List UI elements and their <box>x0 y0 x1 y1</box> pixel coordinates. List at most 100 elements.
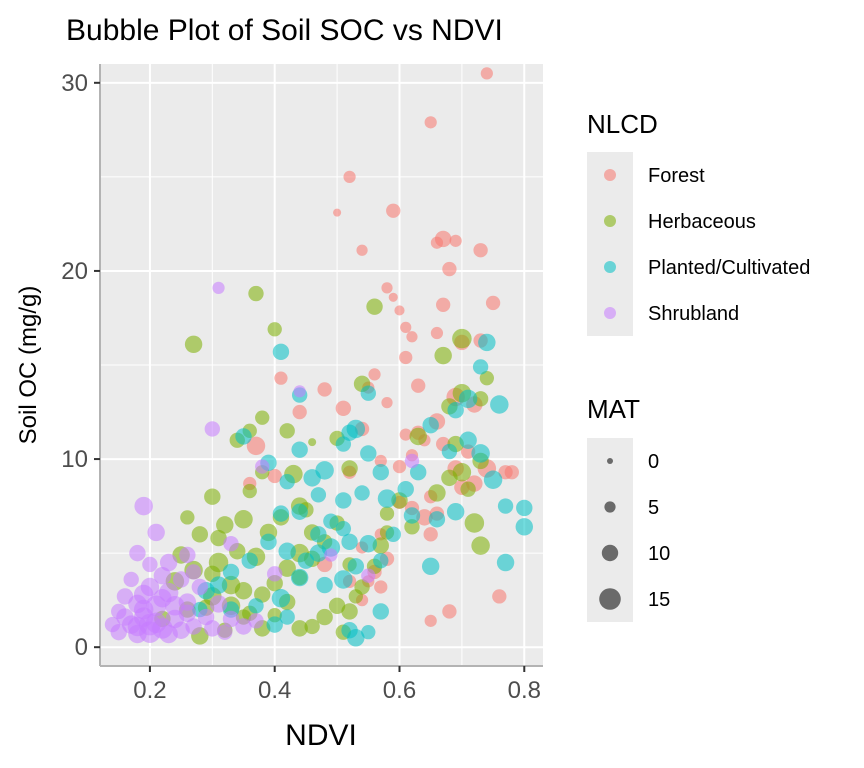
point-planted-cultivated <box>447 401 464 419</box>
point-forest <box>473 243 488 258</box>
point-forest <box>267 468 282 484</box>
point-herbaceous <box>328 597 346 614</box>
point-shrubland <box>129 544 146 562</box>
point-planted-cultivated <box>260 533 277 551</box>
point-herbaceous <box>291 620 308 637</box>
point-herbaceous <box>255 410 270 425</box>
point-planted-cultivated <box>297 552 315 569</box>
point-shrubland <box>159 553 178 572</box>
point-shrubland <box>127 616 148 637</box>
point-forest <box>335 400 352 416</box>
point-planted-cultivated <box>458 389 478 409</box>
point-planted-cultivated <box>446 503 465 521</box>
legend-size-label: 10 <box>648 543 670 565</box>
point-shrubland <box>191 578 209 596</box>
point-planted-cultivated <box>291 503 308 520</box>
point-planted-cultivated <box>428 511 446 528</box>
legend-key-forest <box>604 169 616 181</box>
point-planted-cultivated <box>222 563 240 581</box>
point-planted-cultivated <box>290 568 309 587</box>
point-planted-cultivated <box>341 533 358 551</box>
point-planted-cultivated <box>421 557 440 576</box>
point-forest <box>399 350 413 365</box>
x-tick-label: 0.6 <box>383 677 416 704</box>
point-planted-cultivated <box>359 534 378 553</box>
point-shrubland <box>172 571 190 588</box>
point-herbaceous <box>479 371 495 386</box>
point-planted-cultivated <box>272 343 290 361</box>
point-herbaceous <box>216 516 234 534</box>
point-planted-cultivated <box>496 553 515 572</box>
legend-size-label: 0 <box>648 451 659 473</box>
point-planted-cultivated <box>373 552 389 569</box>
point-planted-cultivated <box>241 552 258 569</box>
y-tick-label: 0 <box>75 634 88 661</box>
y-axis-title: Soil OC (mg/g) <box>15 286 42 445</box>
point-planted-cultivated <box>385 526 401 542</box>
legend-size-key <box>601 544 619 562</box>
point-herbaceous <box>316 608 333 626</box>
point-herbaceous <box>471 536 490 555</box>
point-forest <box>381 282 393 294</box>
point-herbaceous <box>348 589 363 604</box>
point-forest <box>274 371 288 385</box>
point-planted-cultivated <box>483 470 503 489</box>
point-planted-cultivated <box>347 558 365 575</box>
point-shrubland <box>223 536 239 552</box>
point-forest <box>430 236 444 249</box>
point-herbaceous <box>308 438 317 447</box>
point-planted-cultivated <box>272 505 290 522</box>
point-shrubland <box>212 281 225 294</box>
point-forest <box>394 305 405 316</box>
point-forest <box>386 203 401 218</box>
point-shrubland <box>222 610 240 628</box>
point-shrubland <box>179 546 196 564</box>
point-forest <box>449 234 462 247</box>
x-tick-label: 0.8 <box>508 677 541 704</box>
point-forest <box>343 170 356 183</box>
point-shrubland <box>293 385 306 398</box>
point-planted-cultivated <box>403 507 421 524</box>
data-points <box>104 67 534 647</box>
point-planted-cultivated <box>490 395 509 414</box>
point-planted-cultivated <box>310 487 327 503</box>
point-herbaceous <box>234 582 253 600</box>
point-forest <box>317 382 332 397</box>
point-planted-cultivated <box>397 480 414 498</box>
point-planted-cultivated <box>279 473 295 490</box>
legend-key-shrubland <box>604 307 616 319</box>
point-shrubland <box>142 556 158 573</box>
point-planted-cultivated <box>354 485 370 501</box>
point-planted-cultivated <box>323 513 339 529</box>
legend-size-label: 5 <box>648 497 659 519</box>
x-axis-title: NDVI <box>285 719 357 752</box>
legend-size-key <box>599 588 621 610</box>
legend-key-planted-cultivated <box>604 261 616 273</box>
point-herbaceous <box>304 618 320 635</box>
point-shrubland <box>404 453 420 469</box>
point-shrubland <box>140 577 160 597</box>
size-legend: MAT 0 5 10 15 <box>587 394 670 622</box>
point-planted-cultivated <box>334 570 353 589</box>
legend-label-forest: Forest <box>648 165 705 187</box>
point-forest <box>374 580 388 594</box>
point-herbaceous <box>366 298 383 315</box>
point-shrubland <box>204 620 221 637</box>
point-forest <box>504 465 519 480</box>
point-forest <box>430 326 444 340</box>
x-tick-label: 0.2 <box>133 677 166 704</box>
point-shrubland <box>267 566 283 582</box>
x-tick-label: 0.4 <box>258 677 291 704</box>
color-legend-title: NLCD <box>587 109 658 139</box>
point-forest <box>411 378 426 393</box>
point-forest <box>480 67 493 80</box>
point-forest <box>388 292 398 302</box>
color-legend: NLCD Forest Herbaceous Planted/Cultivated S… <box>587 109 810 336</box>
chart-title: Bubble Plot of Soil SOC vs NDVI <box>66 14 503 47</box>
point-planted-cultivated <box>335 492 352 509</box>
point-planted-cultivated <box>335 436 352 452</box>
point-shrubland <box>361 568 376 583</box>
point-planted-cultivated <box>515 518 534 536</box>
point-planted-cultivated <box>310 526 327 543</box>
point-planted-cultivated <box>472 359 489 375</box>
